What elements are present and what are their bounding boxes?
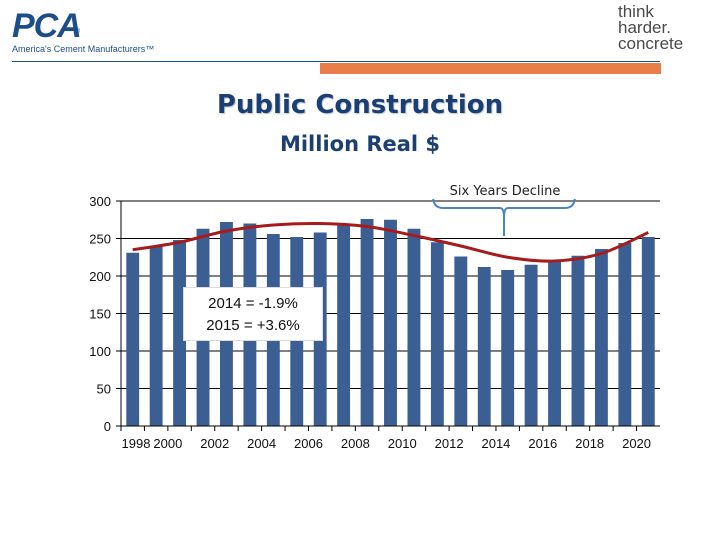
logo-word-think: think	[618, 2, 654, 21]
x-tick-label-2020: 2020	[622, 436, 651, 451]
y-tick-label-0: 0	[104, 419, 111, 434]
y-tick-label-200: 200	[89, 269, 111, 284]
slide-title: Public Construction	[216, 90, 504, 120]
y-tick-label-100: 100	[89, 344, 111, 359]
bar-2019	[618, 243, 632, 426]
x-tick-label-2018: 2018	[575, 436, 604, 451]
bar-2007	[337, 225, 351, 426]
logo-word-harder: harder.	[618, 18, 671, 37]
pca-logo-mark: PCA	[12, 7, 82, 45]
y-tick-label-50: 50	[97, 382, 111, 397]
chart-callout-bracket	[432, 195, 576, 236]
x-tick-label-2000: 2000	[153, 436, 182, 451]
x-tick-label-1998: 1998	[122, 436, 151, 451]
growth-annotation-2015: 2015 = +3.6%	[206, 317, 300, 334]
chart-axes: 0 50 100 150 200 250 300 1998 2000 2002 2004 2006 20…	[89, 194, 660, 451]
growth-annotation-box: 2014 = -1.9% 2015 = +3.6%	[183, 287, 323, 341]
chart-trend	[132, 221, 649, 263]
pca-logo: PCA ® America's Cement Manufacturers™	[12, 6, 162, 58]
x-tick-label-2012: 2012	[435, 436, 464, 451]
chart-bars	[126, 219, 655, 426]
bar-2000	[173, 240, 187, 426]
x-tick-label-2006: 2006	[294, 436, 323, 451]
y-tick-label-150: 150	[89, 307, 111, 322]
bar-2017	[571, 255, 585, 426]
pca-logo-tagline: America's Cement Manufacturers™	[12, 44, 155, 54]
bar-2014	[501, 270, 515, 426]
slide-subtitle: Million Real $	[279, 132, 441, 156]
bar-1998	[126, 252, 140, 426]
x-tick-label-2002: 2002	[200, 436, 229, 451]
bar-2013	[477, 267, 491, 426]
x-tick-label-2008: 2008	[341, 436, 370, 451]
registered-mark-icon: ®	[75, 28, 81, 35]
decline-callout-label: Six Years Decline	[430, 184, 580, 199]
logo-word-concrete: concrete	[618, 34, 684, 53]
x-tick-label-2014: 2014	[481, 436, 510, 451]
x-tick-label-2010: 2010	[388, 436, 417, 451]
bar-2011	[430, 242, 444, 426]
header-divider	[12, 61, 660, 62]
bar-2009	[384, 219, 397, 426]
y-tick-label-250: 250	[89, 232, 111, 247]
bar-2008	[360, 219, 374, 426]
trend-line	[132, 221, 649, 263]
growth-annotation-2014: 2014 = -1.9%	[208, 295, 298, 312]
x-tick-label-2004: 2004	[247, 436, 276, 451]
y-tick-label-300: 300	[89, 194, 111, 209]
bar-2020	[641, 237, 655, 426]
bar-2015	[524, 264, 538, 426]
bar-2016	[548, 260, 561, 426]
think-harder-concrete-logo: think harder. concrete	[618, 2, 710, 53]
bar-2012	[454, 256, 468, 426]
bar-2010	[407, 228, 421, 426]
x-tick-label-2016: 2016	[528, 436, 557, 451]
bar-1999	[149, 246, 163, 426]
bar-2018	[594, 249, 608, 426]
callout-bracket-line	[432, 195, 576, 236]
orange-accent-bar	[320, 63, 661, 74]
